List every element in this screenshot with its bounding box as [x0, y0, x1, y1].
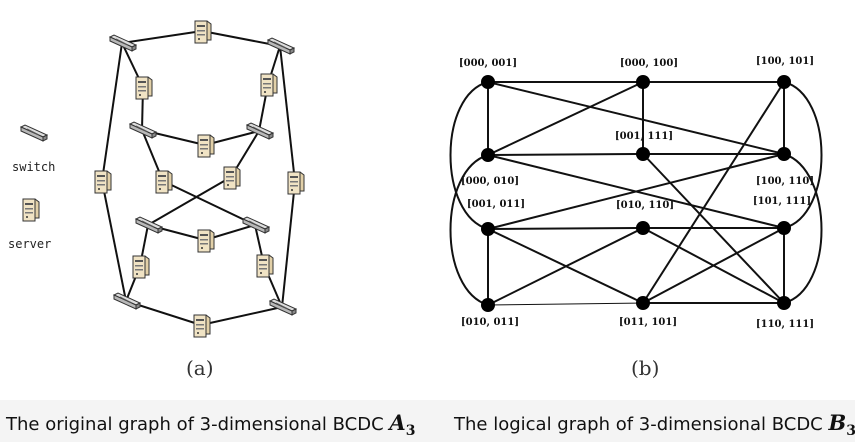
link-line: [201, 30, 281, 47]
server-icon: [197, 229, 215, 253]
logical-node: [777, 296, 791, 310]
logical-node-label: [000, 001]: [459, 58, 517, 69]
logical-node: [777, 147, 791, 161]
logical-node-label: [010, 011]: [461, 317, 519, 328]
caption-right-symbol: B3: [828, 410, 855, 440]
logical-node: [777, 221, 791, 235]
logical-edge: [642, 153, 785, 304]
server-icon: [132, 255, 150, 279]
switch-icon: [109, 34, 137, 52]
server-icon: [197, 134, 215, 158]
logical-node: [777, 75, 791, 89]
link-line: [101, 180, 127, 302]
logical-node: [481, 298, 495, 312]
server-icon: [287, 171, 305, 195]
logical-node-label: [011, 101]: [619, 317, 677, 328]
caption-left-symbol: A3: [389, 410, 416, 440]
link-line: [200, 306, 283, 326]
logical-node: [481, 222, 495, 236]
legend-switch-label: switch: [12, 160, 56, 174]
logical-node-label: [001, 011]: [467, 199, 525, 210]
legend-switch-icon: [20, 124, 48, 142]
legend-server-icon: [22, 198, 40, 222]
legend-server-label: server: [8, 237, 52, 251]
logical-node-label: [110, 111]: [756, 319, 814, 330]
logical-node: [636, 75, 650, 89]
logical-edge-curve: [449, 154, 489, 306]
logical-node: [636, 221, 650, 235]
logical-edge: [487, 81, 644, 156]
logical-edge: [487, 302, 644, 306]
logical-graph: [000, 001] [000, 100] [100, 101] [001, 111]…: [449, 56, 823, 330]
logical-node-label: [100, 110]: [756, 176, 814, 187]
link-line: [162, 180, 256, 226]
logical-edge: [487, 227, 644, 306]
server-icon: [193, 314, 211, 338]
caption-left: The original graph of 3-dimensional BCDC…: [6, 410, 415, 439]
logical-edge: [487, 153, 644, 156]
logical-node-label: [000, 010]: [461, 176, 519, 187]
logical-edge: [487, 81, 785, 155]
switch-icon: [113, 292, 141, 310]
logical-edge: [642, 227, 785, 304]
caption-right-text: The logical graph of 3-dimensional BCDC: [454, 414, 829, 435]
logical-edge: [487, 153, 785, 230]
panel-b-label: (b): [631, 356, 660, 380]
logical-edge: [487, 227, 644, 230]
logical-node: [636, 296, 650, 310]
caption-bar: [0, 400, 855, 442]
logical-edge-curve: [449, 81, 489, 230]
caption-right: The logical graph of 3-dimensional BCDC …: [454, 410, 855, 439]
server-icon: [256, 254, 274, 278]
logical-edge-curve: [783, 153, 823, 304]
logical-node: [636, 147, 650, 161]
logical-node: [481, 75, 495, 89]
logical-node: [481, 148, 495, 162]
link-line: [147, 176, 232, 226]
link-line: [279, 45, 296, 183]
link-line: [121, 30, 203, 44]
original-graph: [20, 20, 305, 338]
logical-node-label: [101, 111]: [753, 196, 811, 207]
logical-node-label: [000, 100]: [620, 58, 678, 69]
server-icon: [135, 76, 153, 100]
server-icon: [155, 170, 173, 194]
panel-a-label: (a): [186, 356, 214, 380]
server-icon: [260, 73, 278, 97]
server-icon: [94, 170, 112, 194]
link-line: [281, 181, 296, 308]
logical-edge: [642, 81, 785, 304]
link-line: [101, 42, 123, 182]
server-icon: [194, 20, 212, 44]
logical-node-label: [001, 111]: [615, 131, 673, 142]
server-icon: [223, 166, 241, 190]
logical-edge-curve: [783, 81, 823, 229]
logical-node-label: [100, 101]: [756, 56, 814, 67]
logical-node-label: [010, 110]: [616, 200, 674, 211]
caption-left-text: The original graph of 3-dimensional BCDC: [6, 414, 390, 435]
